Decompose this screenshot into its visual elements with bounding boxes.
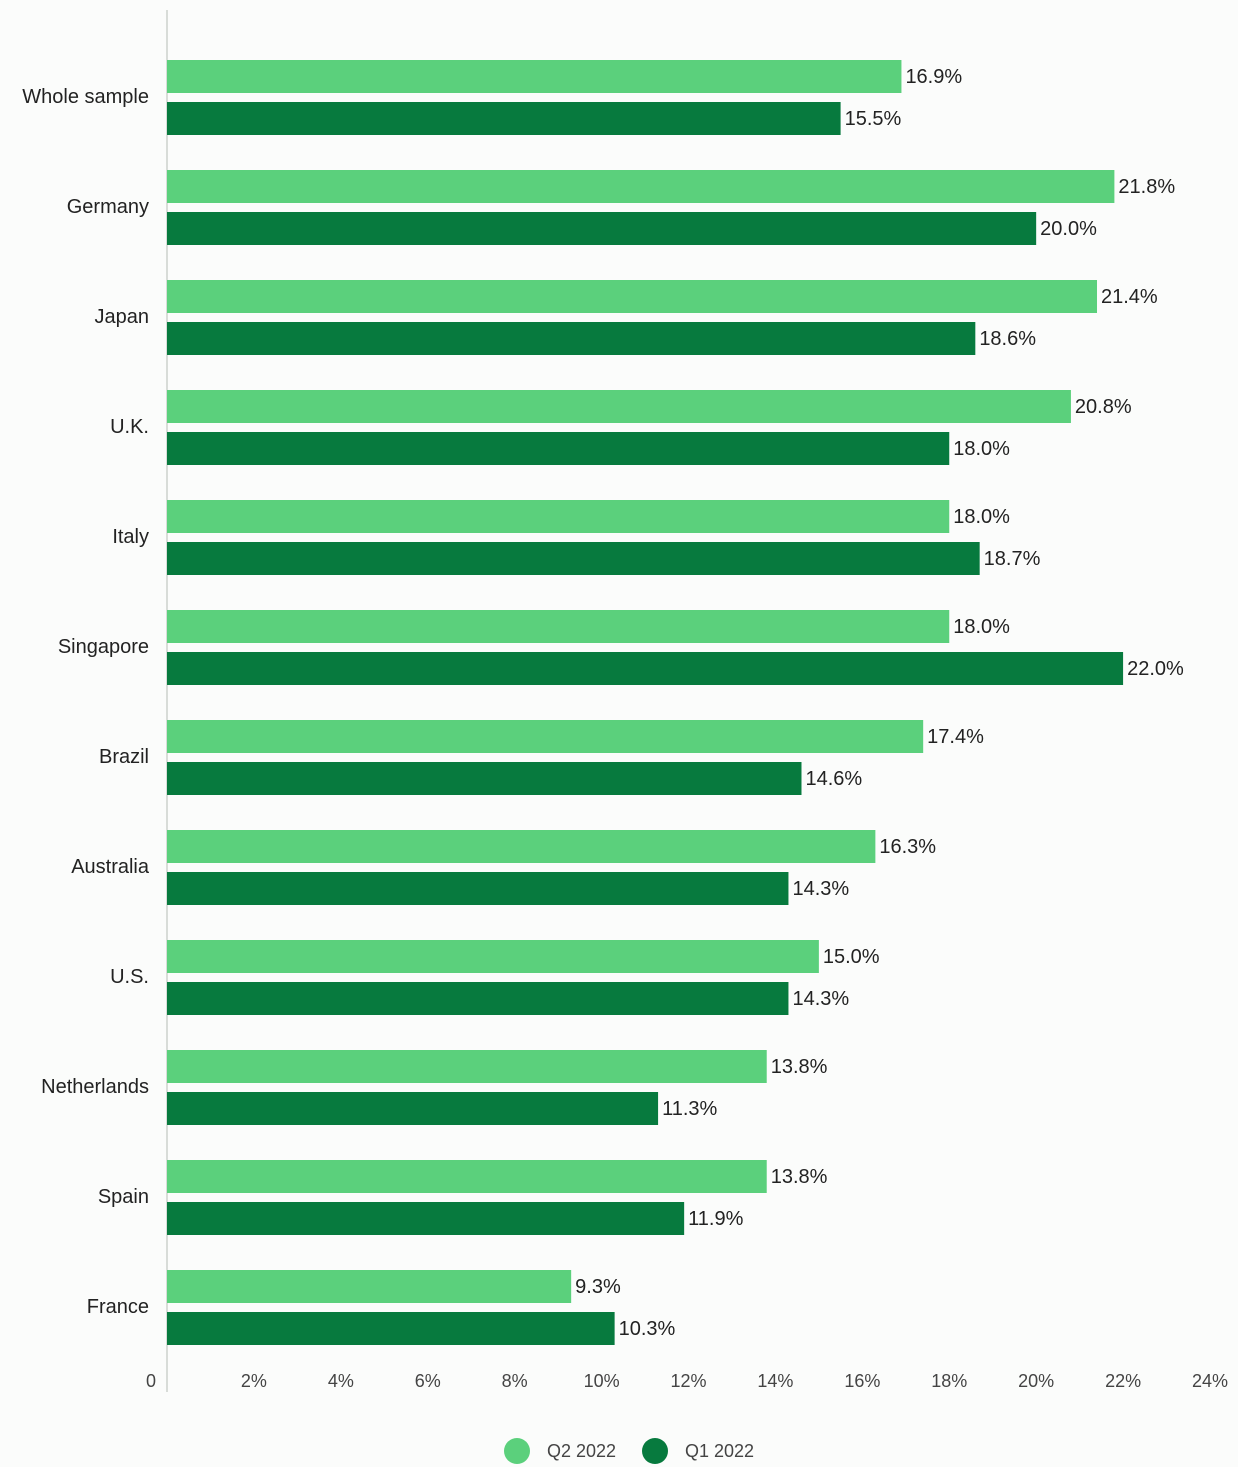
bar — [167, 1202, 684, 1235]
value-label: 22.0% — [1127, 658, 1184, 680]
bar — [167, 762, 801, 795]
bar — [167, 280, 1097, 313]
value-label: 10.3% — [619, 1318, 676, 1340]
legend-swatch — [642, 1438, 668, 1464]
value-label: 18.0% — [953, 506, 1010, 528]
category-label: Spain — [98, 1186, 149, 1208]
bar — [167, 212, 1036, 245]
value-label: 15.5% — [845, 108, 902, 130]
category-label: Germany — [67, 196, 149, 218]
bar — [167, 1050, 767, 1083]
value-label: 16.3% — [879, 836, 936, 858]
bar — [167, 940, 819, 973]
bar — [167, 982, 788, 1015]
bar — [167, 170, 1114, 203]
category-label: U.K. — [110, 416, 149, 438]
value-label: 18.6% — [979, 328, 1036, 350]
bar — [167, 432, 949, 465]
value-label: 17.4% — [927, 726, 984, 748]
x-tick-label: 0 — [146, 1371, 156, 1391]
value-label: 18.0% — [953, 438, 1010, 460]
value-label: 13.8% — [771, 1056, 828, 1078]
category-label: France — [87, 1296, 149, 1318]
value-label: 9.3% — [575, 1276, 621, 1298]
x-tick-label: 4% — [328, 1371, 354, 1391]
category-label: U.S. — [110, 966, 149, 988]
value-label: 11.9% — [688, 1208, 743, 1230]
bar — [167, 102, 841, 135]
value-label: 15.0% — [823, 946, 880, 968]
bar — [167, 1312, 615, 1345]
value-label: 13.8% — [771, 1166, 828, 1188]
bar — [167, 1160, 767, 1193]
bar — [167, 652, 1123, 685]
bar — [167, 1270, 571, 1303]
value-label: 14.3% — [792, 988, 849, 1010]
x-tick-label: 24% — [1192, 1371, 1228, 1391]
category-label: Brazil — [99, 746, 149, 768]
value-label: 14.3% — [792, 878, 849, 900]
value-label: 21.4% — [1101, 286, 1158, 308]
bar — [167, 500, 949, 533]
x-tick-label: 16% — [844, 1371, 880, 1391]
bar — [167, 610, 949, 643]
x-tick-label: 14% — [757, 1371, 793, 1391]
value-label: 20.8% — [1075, 396, 1132, 418]
value-label: 18.0% — [953, 616, 1010, 638]
bar — [167, 60, 901, 93]
category-label: Japan — [95, 306, 150, 328]
bar — [167, 322, 975, 355]
value-label: 16.9% — [905, 66, 962, 88]
bar — [167, 830, 875, 863]
category-label: Australia — [71, 856, 150, 878]
legend-label: Q2 2022 — [547, 1441, 616, 1461]
bar — [167, 720, 923, 753]
value-label: 18.7% — [984, 548, 1041, 570]
bar — [167, 542, 980, 575]
bar — [167, 1092, 658, 1125]
x-tick-label: 20% — [1018, 1371, 1054, 1391]
value-label: 14.6% — [805, 768, 862, 790]
bar — [167, 390, 1071, 423]
value-label: 11.3% — [662, 1098, 717, 1120]
category-label: Whole sample — [22, 86, 149, 108]
category-label: Netherlands — [41, 1076, 149, 1098]
x-tick-label: 6% — [415, 1371, 441, 1391]
x-tick-label: 18% — [931, 1371, 967, 1391]
x-tick-label: 22% — [1105, 1371, 1141, 1391]
x-tick-label: 2% — [241, 1371, 267, 1391]
bar — [167, 872, 788, 905]
x-tick-label: 12% — [670, 1371, 706, 1391]
category-label: Italy — [112, 526, 149, 548]
category-label: Singapore — [58, 636, 149, 658]
value-label: 20.0% — [1040, 218, 1097, 240]
x-tick-label: 10% — [584, 1371, 620, 1391]
chart: 0 2% 4% 6% 8% 10% 12% 14% 16% 18% 20% 22% 24% Whole s… — [0, 0, 1238, 1467]
value-label: 21.8% — [1118, 176, 1175, 198]
x-tick-label: 8% — [502, 1371, 528, 1391]
legend-label: Q1 2022 — [685, 1441, 754, 1461]
legend-swatch — [504, 1438, 530, 1464]
